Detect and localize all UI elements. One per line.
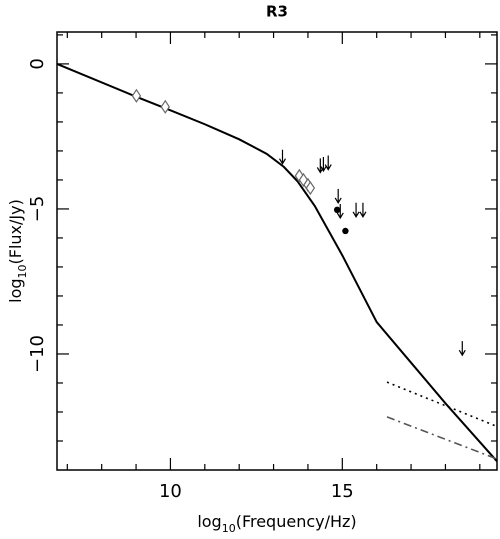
upper-limit-arrow	[336, 203, 344, 220]
upper-limit-arrow	[324, 155, 332, 171]
chart-title: R3	[266, 3, 288, 21]
diamond-point	[294, 168, 305, 183]
upper-limit-arrow	[458, 341, 466, 357]
plot-frame	[56, 31, 498, 471]
diamond-point	[160, 99, 171, 114]
upper-limit-arrow	[319, 156, 327, 173]
diamond-point	[305, 180, 316, 196]
diamond-point	[131, 88, 142, 103]
x-axis-label: log10(Frequency/Hz)	[197, 512, 356, 535]
y-tick-label: 0	[27, 58, 48, 69]
upper-limit-arrow	[352, 202, 360, 218]
upper-limit-arrow	[359, 202, 367, 218]
diamond-point	[298, 172, 309, 188]
dot-point	[342, 227, 349, 235]
x-tick-label: 15	[331, 481, 354, 502]
model-line	[386, 416, 498, 460]
upper-limit-arrow	[334, 188, 342, 205]
y-tick-label: −10	[27, 335, 48, 373]
y-tick-label: −5	[27, 196, 48, 223]
upper-limit-arrow	[278, 149, 287, 165]
y-axis-label: log10(Flux/Jy)	[6, 199, 29, 303]
dot-point	[333, 206, 341, 214]
model-line	[386, 381, 498, 428]
x-tick-label: 10	[159, 481, 182, 502]
model-line	[56, 62, 498, 462]
